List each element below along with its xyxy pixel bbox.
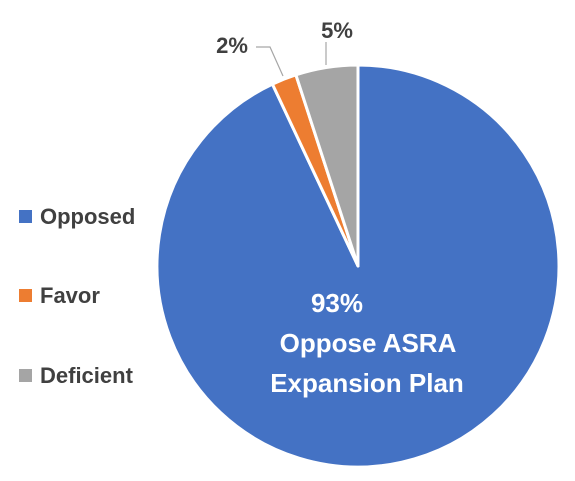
legend-item-opposed: Opposed bbox=[19, 204, 135, 229]
legend-swatch-opposed bbox=[19, 210, 32, 223]
leader-lines bbox=[256, 42, 327, 77]
center-annotation-line-3: Expansion Plan bbox=[270, 368, 464, 398]
legend-swatch-deficient bbox=[19, 369, 32, 382]
data-label-favor: 2% bbox=[216, 33, 248, 58]
legend-item-favor: Favor bbox=[19, 283, 100, 308]
center-annotation: 93% Oppose ASRA Expansion Plan bbox=[270, 288, 464, 398]
data-label-deficient: 5% bbox=[321, 18, 353, 43]
legend-swatch-favor bbox=[19, 289, 32, 302]
legend: Opposed Favor Deficient bbox=[19, 204, 135, 388]
legend-item-deficient: Deficient bbox=[19, 363, 134, 388]
legend-label-deficient: Deficient bbox=[40, 363, 134, 388]
slice-labels: 2% 5% bbox=[216, 18, 353, 58]
legend-label-opposed: Opposed bbox=[40, 204, 135, 229]
pie-slice-deficient bbox=[294, 63, 360, 268]
pie-slices bbox=[155, 63, 561, 469]
center-annotation-line-2: Oppose ASRA bbox=[280, 328, 457, 358]
center-annotation-line-1: 93% bbox=[311, 288, 363, 318]
legend-label-favor: Favor bbox=[40, 283, 100, 308]
leader-line-favor bbox=[256, 46, 284, 77]
